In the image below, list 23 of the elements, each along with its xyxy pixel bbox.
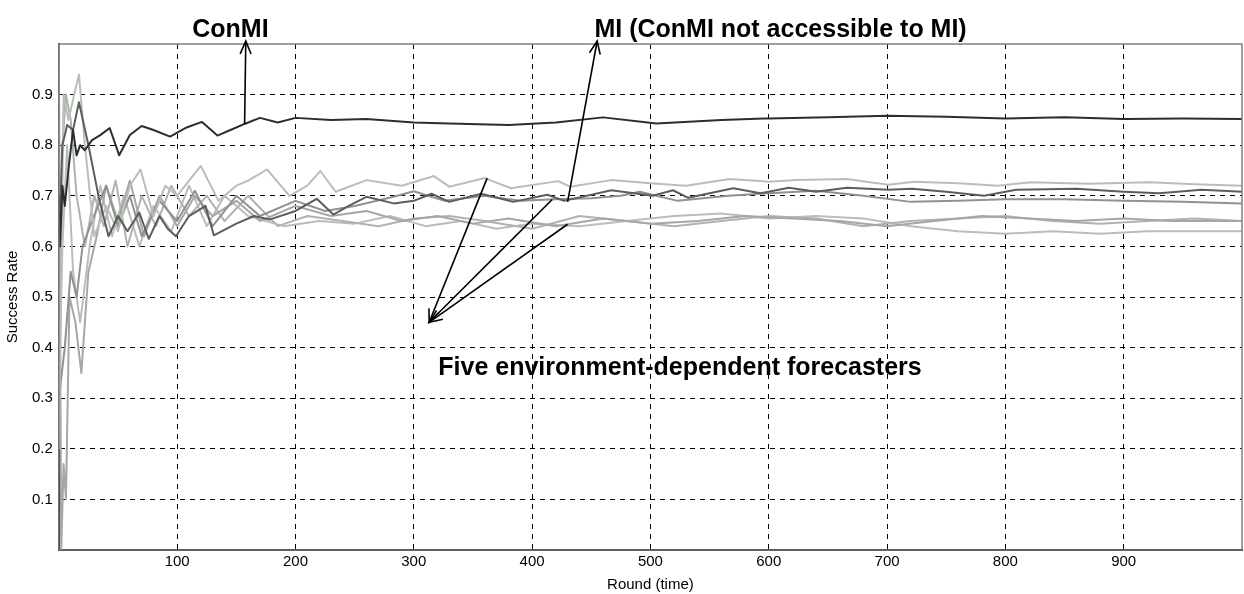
annotation: ConMI: [192, 13, 269, 42]
y-axis-title: Success Rate: [3, 250, 21, 344]
y-tick-label: 0.2: [31, 438, 53, 456]
x-axis-title: Round (time): [607, 575, 694, 593]
x-tick-label: 300: [401, 552, 427, 570]
y-tick-label: 0.1: [31, 489, 53, 507]
x-tick-label: 600: [756, 552, 782, 570]
annotation: Five environment-dependent forecasters: [438, 351, 922, 380]
y-tick-label: 0.3: [31, 388, 53, 406]
x-tick-label: 100: [164, 552, 190, 570]
x-tick-label: 900: [1111, 552, 1137, 570]
y-tick-label: 0.8: [31, 135, 53, 153]
y-tick-label: 0.7: [31, 185, 53, 203]
x-tick-label: 500: [637, 552, 663, 570]
x-tick-label: 700: [874, 552, 900, 570]
annotation: MI (ConMI not accessible to MI): [594, 13, 967, 42]
x-tick-label: 800: [992, 552, 1018, 570]
x-tick-label: 200: [282, 552, 308, 570]
x-tick-label: 400: [519, 552, 545, 570]
y-tick-label: 0.6: [31, 236, 53, 254]
y-tick-label: 0.9: [31, 84, 53, 102]
y-tick-label: 0.4: [31, 337, 53, 355]
y-tick-label: 0.5: [31, 287, 53, 305]
